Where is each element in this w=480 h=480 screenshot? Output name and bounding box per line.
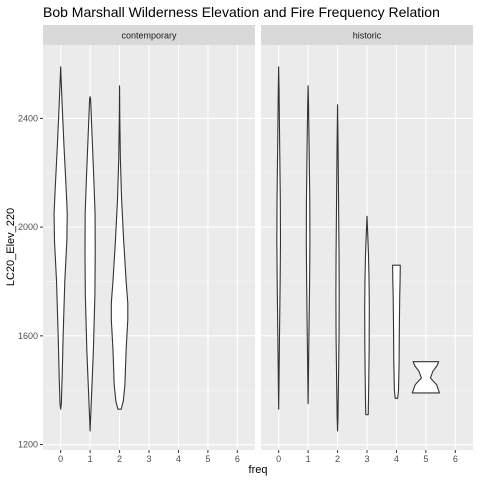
y-axis-title: LC20_Elev_220 xyxy=(5,208,17,286)
violin-freq-0 xyxy=(53,66,68,410)
strip-background xyxy=(43,25,255,45)
violin-freq-3 xyxy=(364,215,370,416)
x-axis-historic: 0 1 2 3 4 5 6 xyxy=(276,450,458,464)
x-tick-label: 5 xyxy=(423,454,428,464)
x-tick-label: 4 xyxy=(176,454,181,464)
x-tick-label: 6 xyxy=(235,454,240,464)
y-tick-label: 2000 xyxy=(18,222,38,232)
violin-freq-2 xyxy=(335,104,340,432)
violin-freq-1 xyxy=(305,85,311,405)
x-tick-label: 3 xyxy=(364,454,369,464)
strip-label: historic xyxy=(353,31,382,41)
violin-freq-0 xyxy=(276,66,282,410)
x-tick-label: 2 xyxy=(117,454,122,464)
violin-freq-4 xyxy=(392,264,401,399)
x-tick-label: 3 xyxy=(146,454,151,464)
panel-contemporary: contemporary xyxy=(43,25,255,450)
x-tick-label: 2 xyxy=(335,454,340,464)
violin-freq-2 xyxy=(110,85,129,410)
x-axis-title: freq xyxy=(249,464,268,476)
violin-layer xyxy=(276,66,441,432)
violin-freq-5 xyxy=(411,361,441,394)
violin-layer xyxy=(53,66,129,432)
y-tick-label: 2400 xyxy=(18,113,38,123)
strip-background xyxy=(261,25,473,45)
x-tick-label: 6 xyxy=(453,454,458,464)
chart-title: Bob Marshall Wilderness Elevation and Fi… xyxy=(43,4,440,20)
x-tick-label: 1 xyxy=(88,454,93,464)
x-axis-contemporary: 0 1 2 3 4 5 6 xyxy=(58,450,240,464)
x-tick-label: 0 xyxy=(58,454,63,464)
x-tick-label: 4 xyxy=(394,454,399,464)
y-tick-label: 1600 xyxy=(18,331,38,341)
y-axis: 1200 1600 2000 2400 xyxy=(18,113,43,450)
violin-freq-1 xyxy=(84,96,96,432)
x-tick-label: 0 xyxy=(276,454,281,464)
x-tick-label: 1 xyxy=(306,454,311,464)
x-tick-label: 5 xyxy=(205,454,210,464)
panel-historic: historic xyxy=(261,25,473,450)
y-tick-label: 1200 xyxy=(18,440,38,450)
strip-label: contemporary xyxy=(121,31,177,41)
